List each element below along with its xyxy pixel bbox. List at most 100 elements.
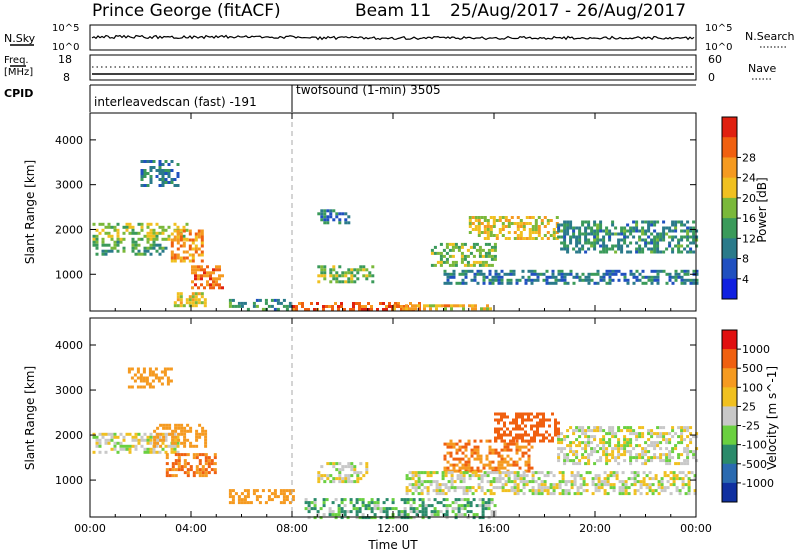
power-cell <box>143 172 147 175</box>
power-cell <box>686 238 690 242</box>
velocity-cell <box>665 438 669 442</box>
velocity-cell <box>516 477 520 481</box>
velocity-cell <box>623 447 627 451</box>
velocity-cell <box>579 492 583 496</box>
power-cell <box>581 272 585 276</box>
velocity-ytick-label: 1000 <box>55 474 83 487</box>
power-cell <box>320 265 324 269</box>
velocity-cell <box>659 426 663 430</box>
power-cell <box>191 304 195 308</box>
velocity-cell <box>134 444 138 448</box>
velocity-cell <box>474 489 478 493</box>
velocity-cell <box>630 477 634 481</box>
power-cell <box>605 250 609 254</box>
velocity-cell <box>492 486 496 490</box>
velocity-cell <box>617 444 621 448</box>
power-cell <box>200 265 203 269</box>
velocity-cell <box>662 432 666 436</box>
velocity-cell <box>522 480 526 484</box>
velocity-cell <box>591 480 595 484</box>
velocity-cell <box>424 513 428 517</box>
velocity-cell <box>654 474 658 478</box>
velocity-cell <box>457 510 461 514</box>
velocity-cell <box>421 501 425 505</box>
power-cell <box>140 160 144 163</box>
velocity-cell <box>684 474 688 478</box>
power-cell <box>469 245 473 249</box>
power-cell <box>626 223 630 227</box>
velocity-cell <box>174 474 178 478</box>
power-cell <box>494 275 498 279</box>
velocity-cell <box>484 504 488 508</box>
velocity-cell <box>630 483 634 487</box>
velocity-cell <box>153 441 157 445</box>
power-cell <box>650 241 654 245</box>
velocity-cell <box>385 510 389 514</box>
velocity-cell <box>142 367 146 371</box>
velocity-cell <box>320 477 324 481</box>
velocity-cell <box>683 462 687 466</box>
velocity-cell <box>519 474 523 478</box>
velocity-cell <box>519 480 523 484</box>
velocity-cell <box>136 376 140 380</box>
power-cell <box>462 307 465 311</box>
power-cell <box>122 231 126 235</box>
velocity-cell <box>498 477 502 481</box>
velocity-cell <box>605 453 609 457</box>
power-cell <box>128 222 132 226</box>
velocity-cell <box>435 489 439 493</box>
velocity-cell <box>653 447 657 451</box>
power-cell <box>146 225 150 229</box>
power-cell <box>572 275 576 279</box>
power-cell <box>161 181 165 184</box>
power-cell <box>587 278 591 282</box>
velocity-cell <box>470 448 474 452</box>
power-cell <box>519 231 523 234</box>
velocity-cell <box>411 477 415 481</box>
power-cell <box>509 278 513 282</box>
power-cell <box>593 232 597 236</box>
velocity-cell <box>558 483 562 487</box>
velocity-cell <box>176 444 180 448</box>
velocity-cell <box>139 385 143 389</box>
power-cell <box>677 220 681 224</box>
velocity-xtick-label: 20:00 <box>579 522 611 535</box>
velocity-cell <box>692 450 696 454</box>
power-cell <box>335 271 339 275</box>
velocity-cell <box>621 489 625 493</box>
power-cell <box>569 226 573 230</box>
velocity-cell <box>527 463 531 467</box>
velocity-cell <box>95 444 99 448</box>
velocity-cell <box>572 441 576 445</box>
power-cell <box>379 302 382 305</box>
velocity-cell <box>641 447 645 451</box>
velocity-cell <box>168 468 172 472</box>
power-cell <box>677 244 681 248</box>
velocity-cell <box>466 498 470 502</box>
velocity-cell <box>352 504 356 508</box>
power-cell <box>519 225 523 228</box>
velocity-cell <box>343 510 347 514</box>
velocity-cell <box>573 483 577 487</box>
velocity-cell <box>481 498 485 502</box>
power-cell <box>170 169 174 172</box>
velocity-cell <box>408 477 412 481</box>
velocity-cell <box>156 441 160 445</box>
velocity-cell <box>279 501 283 505</box>
power-cell <box>161 169 165 172</box>
nsky-tick-top: 10^5 <box>52 23 79 34</box>
velocity-cell <box>149 438 153 442</box>
velocity-cell <box>418 510 422 514</box>
velocity-cell <box>488 448 492 452</box>
velocity-cell <box>198 423 202 427</box>
power-cell <box>104 243 108 247</box>
power-cell <box>614 244 618 248</box>
power-cell <box>329 215 333 219</box>
velocity-cell <box>566 444 570 448</box>
velocity-cell <box>313 504 317 508</box>
velocity-cell <box>674 447 678 451</box>
velocity-cell <box>180 441 184 445</box>
velocity-xtick-label: 08:00 <box>276 522 308 535</box>
power-colorbar-swatch <box>722 218 737 239</box>
velocity-cell <box>180 426 184 430</box>
